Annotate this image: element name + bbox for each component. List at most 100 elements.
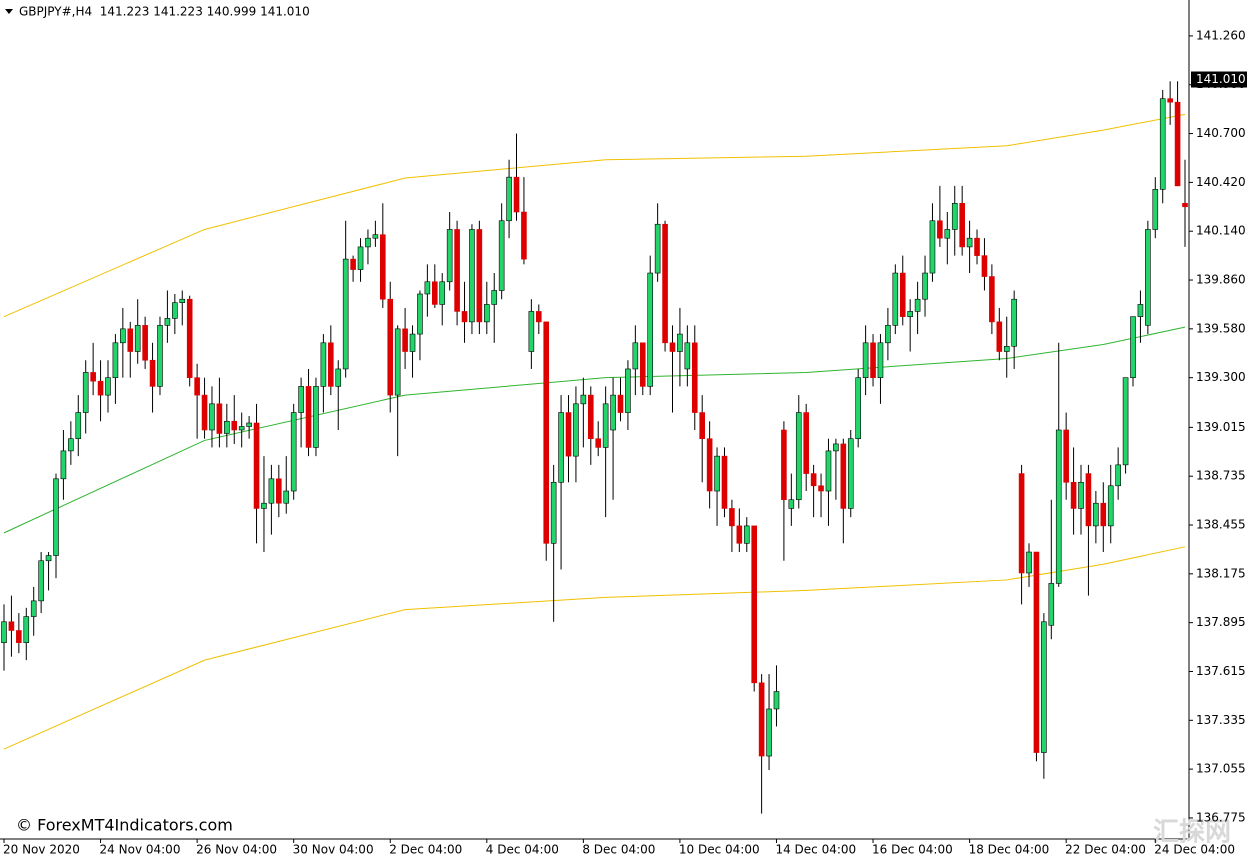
candle-body <box>951 203 958 230</box>
candle-body <box>164 318 171 326</box>
candle-body <box>528 311 535 352</box>
candle-body <box>342 258 349 370</box>
candle-body <box>268 478 275 504</box>
candle-body <box>380 234 386 300</box>
x-tick-label: 24 Dec 04:00 <box>1154 843 1235 857</box>
y-tick-label: 138.735 <box>1196 469 1246 483</box>
candle-body <box>417 293 423 335</box>
candle-body <box>714 455 720 492</box>
candle-body <box>1107 485 1114 527</box>
candle-body <box>944 229 951 239</box>
candle-body <box>149 359 156 387</box>
candle-body <box>276 478 282 504</box>
x-tick-label: 22 Dec 04:00 <box>1065 843 1146 857</box>
indicator-line <box>3 546 1186 750</box>
candle-body <box>1 621 7 644</box>
candle-body <box>862 342 869 378</box>
candle-body <box>1182 203 1188 208</box>
candle-body <box>1003 345 1010 352</box>
candle-body <box>825 450 832 492</box>
y-tick-label: 137.895 <box>1196 615 1246 629</box>
x-tick-label: 4 Dec 04:00 <box>486 843 559 857</box>
candle-body <box>283 490 290 504</box>
candle-body <box>194 377 200 396</box>
watermark: © ForexMT4Indicators.com <box>16 816 233 835</box>
candle-body <box>157 325 163 387</box>
menu-arrow[interactable] <box>5 9 13 14</box>
candle-body <box>669 342 676 352</box>
candle-body <box>483 304 490 323</box>
last-price-label: 141.010 <box>1196 72 1246 86</box>
y-tick-label: 139.015 <box>1196 420 1246 434</box>
y-tick-label: 140.140 <box>1196 224 1246 238</box>
candle-body <box>424 281 431 295</box>
candle-body <box>134 325 141 352</box>
candle-body <box>795 412 802 501</box>
candle-body <box>513 176 520 213</box>
candle-body <box>736 525 743 544</box>
last-price-box <box>1191 71 1247 88</box>
candle-body <box>781 429 787 501</box>
x-tick-label: 16 Dec 04:00 <box>872 843 953 857</box>
candle-body <box>899 272 906 317</box>
candle-body <box>16 630 22 644</box>
candle-body <box>810 473 817 487</box>
candle-body <box>587 394 594 440</box>
candle-body <box>788 499 795 509</box>
candle-body <box>877 342 884 378</box>
candle-body <box>974 237 980 256</box>
plot-area <box>1 81 1188 814</box>
candle-body <box>320 342 327 387</box>
y-tick-label: 138.455 <box>1196 518 1246 532</box>
candle-body <box>1152 189 1159 230</box>
candle-body <box>387 298 394 396</box>
candle-body <box>1159 98 1166 190</box>
candle-body <box>142 325 148 361</box>
candle-body <box>305 386 312 448</box>
candle-body <box>840 443 847 509</box>
candle-body <box>209 403 215 431</box>
candle-body <box>1115 464 1121 487</box>
candle-body <box>1137 304 1144 317</box>
y-tick-label: 138.175 <box>1196 566 1246 580</box>
candle-body <box>90 372 96 382</box>
y-tick-label: 137.055 <box>1196 762 1246 776</box>
candle-body <box>261 502 267 509</box>
candle-body <box>706 438 713 492</box>
candle-body <box>929 220 936 274</box>
candle-body <box>573 403 579 457</box>
candle-body <box>521 211 527 260</box>
candle-body <box>543 321 550 544</box>
candle-body <box>491 290 498 305</box>
candle-body <box>120 328 126 344</box>
x-tick-label: 26 Nov 04:00 <box>196 843 277 857</box>
candle-body <box>68 438 74 452</box>
candle-body <box>1093 502 1099 527</box>
candle-body <box>892 272 899 326</box>
candle-body <box>662 223 668 344</box>
candle-body <box>1078 481 1084 509</box>
candle-body <box>350 258 356 270</box>
candle-body <box>432 281 438 305</box>
candle-body <box>721 455 728 509</box>
candle-body <box>803 412 809 474</box>
candle-body <box>922 272 928 300</box>
candle-body <box>996 321 1003 352</box>
candle-body <box>23 616 30 644</box>
x-tick-label: 10 Dec 04:00 <box>679 843 760 857</box>
candle-body <box>914 298 921 312</box>
candle-body <box>246 422 252 427</box>
candle-body <box>224 420 230 434</box>
candle-body <box>654 223 661 274</box>
candle-body <box>855 377 861 440</box>
candle-body <box>298 386 304 413</box>
candle-body <box>201 394 208 431</box>
candle-body <box>580 394 587 405</box>
y-tick-label: 139.300 <box>1196 370 1246 384</box>
y-tick-label: 139.860 <box>1196 273 1246 287</box>
y-tick-label: 139.580 <box>1196 321 1246 335</box>
candle-body <box>1063 429 1069 483</box>
candle-body <box>38 560 44 602</box>
candle-body <box>1085 473 1092 527</box>
